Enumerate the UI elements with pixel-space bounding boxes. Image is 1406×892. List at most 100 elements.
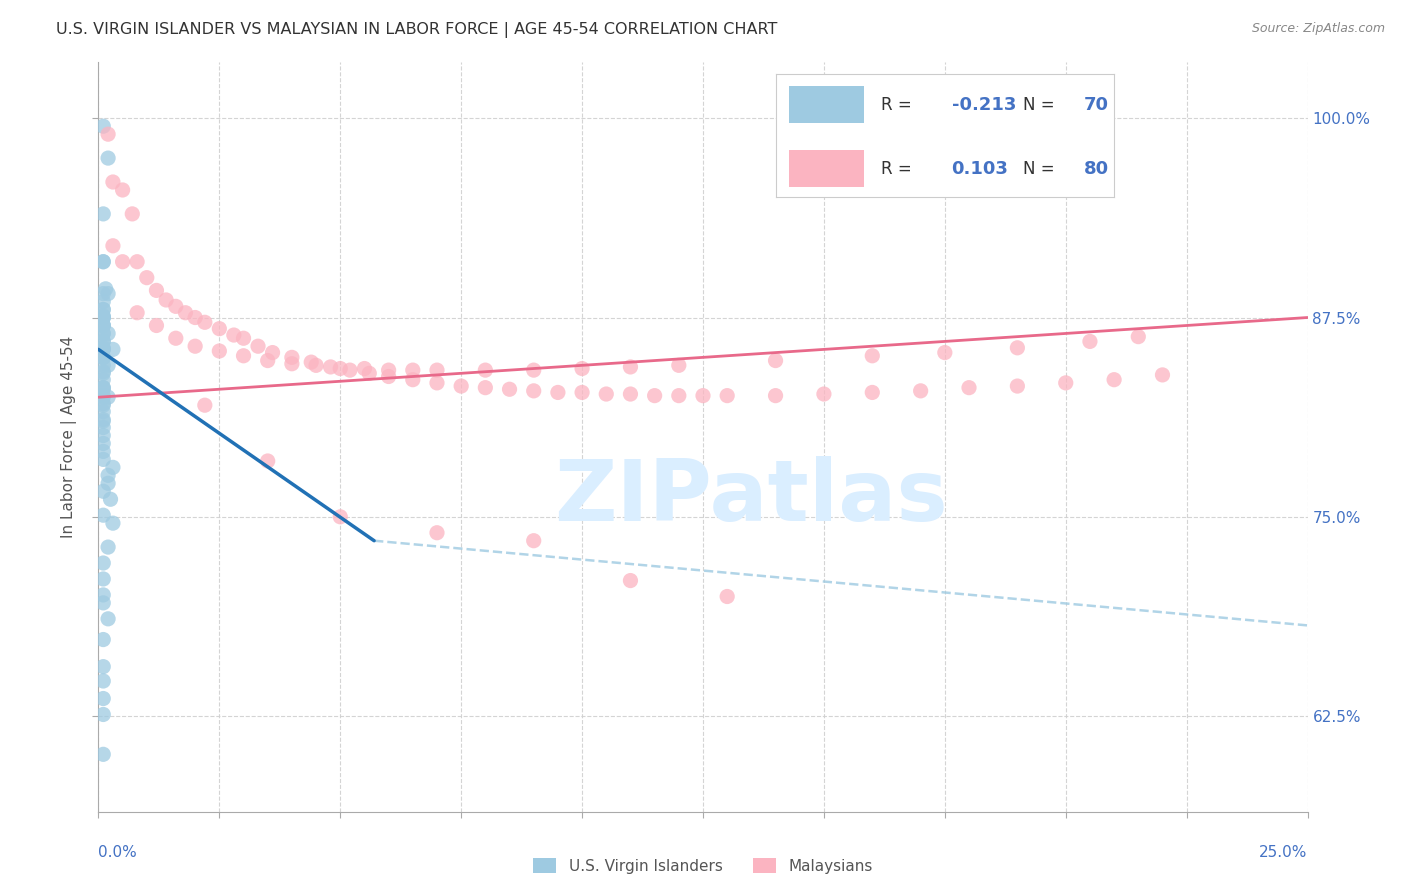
Point bbox=[101, 343, 124, 357]
Point bbox=[91, 318, 114, 333]
Point bbox=[426, 376, 449, 390]
Point bbox=[91, 207, 114, 221]
Point bbox=[256, 454, 278, 468]
Point bbox=[91, 508, 114, 523]
Point bbox=[194, 315, 217, 329]
Point bbox=[91, 351, 114, 365]
Point bbox=[91, 382, 114, 396]
Point bbox=[91, 707, 114, 722]
Point bbox=[860, 349, 883, 363]
Point bbox=[91, 691, 114, 706]
Point bbox=[765, 389, 787, 403]
Point bbox=[91, 572, 114, 586]
Point bbox=[1007, 341, 1029, 355]
Point bbox=[91, 302, 114, 317]
Point bbox=[91, 326, 114, 341]
Point bbox=[523, 384, 546, 398]
Point bbox=[101, 239, 124, 253]
Point bbox=[127, 306, 149, 320]
Point bbox=[498, 382, 520, 396]
Point bbox=[91, 302, 114, 317]
Point bbox=[619, 574, 641, 588]
Point bbox=[359, 367, 381, 381]
Point bbox=[100, 492, 122, 507]
Point bbox=[1078, 334, 1101, 349]
Point bbox=[101, 175, 124, 189]
Point bbox=[91, 334, 114, 349]
Point bbox=[222, 328, 245, 343]
Point bbox=[174, 306, 197, 320]
Point bbox=[860, 385, 883, 400]
Point bbox=[97, 476, 120, 491]
Point bbox=[91, 484, 114, 499]
Point bbox=[91, 341, 114, 355]
Point bbox=[91, 414, 114, 428]
Point bbox=[329, 509, 352, 524]
Point bbox=[194, 398, 217, 412]
Point bbox=[91, 588, 114, 602]
Point bbox=[281, 357, 304, 371]
Point bbox=[91, 309, 114, 323]
Point bbox=[571, 361, 593, 376]
Point bbox=[91, 310, 114, 325]
Point bbox=[91, 343, 114, 357]
Text: Source: ZipAtlas.com: Source: ZipAtlas.com bbox=[1251, 22, 1385, 36]
Point bbox=[402, 373, 425, 387]
Point bbox=[619, 359, 641, 374]
Point bbox=[97, 390, 120, 404]
Point bbox=[91, 294, 114, 309]
Point bbox=[91, 390, 114, 404]
Point bbox=[319, 359, 342, 374]
Point bbox=[523, 363, 546, 377]
Point bbox=[91, 381, 114, 395]
Point bbox=[910, 384, 932, 398]
Point bbox=[232, 331, 254, 345]
Point bbox=[474, 363, 496, 377]
Point bbox=[145, 284, 167, 298]
Point bbox=[91, 436, 114, 450]
Point bbox=[247, 339, 270, 353]
Point bbox=[692, 389, 714, 403]
Point bbox=[91, 351, 114, 365]
Point bbox=[1102, 373, 1125, 387]
Point bbox=[97, 326, 120, 341]
Point bbox=[402, 363, 425, 377]
Point bbox=[1152, 368, 1174, 382]
Point bbox=[91, 381, 114, 395]
Point bbox=[184, 339, 207, 353]
Point bbox=[145, 318, 167, 333]
Point bbox=[91, 373, 114, 387]
Point bbox=[91, 326, 114, 341]
Point bbox=[91, 359, 114, 373]
Point bbox=[377, 363, 399, 377]
Point bbox=[619, 387, 641, 401]
Point bbox=[91, 119, 114, 133]
Point bbox=[91, 318, 114, 333]
Point bbox=[91, 310, 114, 325]
Point bbox=[571, 385, 593, 400]
Legend: U.S. Virgin Islanders, Malaysians: U.S. Virgin Islanders, Malaysians bbox=[527, 852, 879, 880]
Point bbox=[91, 596, 114, 610]
Point bbox=[934, 345, 956, 359]
Point bbox=[262, 345, 284, 359]
Point bbox=[208, 343, 231, 358]
Text: ZIPatlas: ZIPatlas bbox=[554, 456, 948, 539]
Point bbox=[281, 351, 304, 365]
Point bbox=[1054, 376, 1077, 390]
Point bbox=[91, 318, 114, 333]
Point bbox=[668, 359, 690, 373]
Point bbox=[329, 361, 352, 376]
Point bbox=[450, 379, 472, 393]
Point bbox=[165, 331, 187, 345]
Point bbox=[91, 659, 114, 673]
Point bbox=[97, 612, 120, 626]
Text: U.S. VIRGIN ISLANDER VS MALAYSIAN IN LABOR FORCE | AGE 45-54 CORRELATION CHART: U.S. VIRGIN ISLANDER VS MALAYSIAN IN LAB… bbox=[56, 22, 778, 38]
Point bbox=[91, 428, 114, 442]
Point bbox=[97, 540, 120, 554]
Point bbox=[547, 385, 569, 400]
Point bbox=[813, 387, 835, 401]
Point bbox=[91, 420, 114, 434]
Point bbox=[91, 254, 114, 268]
Point bbox=[91, 632, 114, 647]
Point bbox=[426, 363, 449, 377]
